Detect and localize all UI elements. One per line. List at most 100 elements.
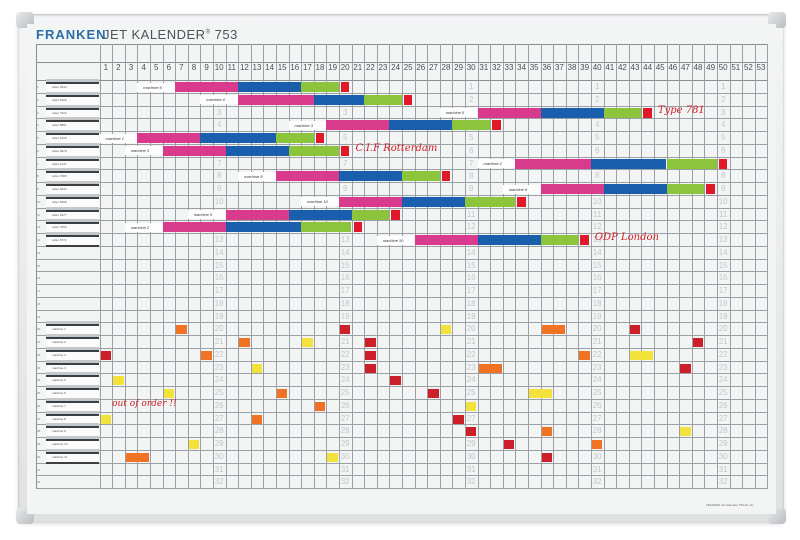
magnet-marker-orange[interactable] xyxy=(478,363,502,373)
magnet-marker-darkred[interactable] xyxy=(692,338,704,347)
magnet-marker-yellow[interactable] xyxy=(302,338,313,347)
magnet-marker-yellow[interactable] xyxy=(440,325,452,335)
magnet-marker-darkred[interactable] xyxy=(629,325,641,335)
phase-bar-green[interactable] xyxy=(452,120,491,131)
phase-bar-green[interactable] xyxy=(401,171,440,182)
phase-bar-blue[interactable] xyxy=(238,82,302,92)
phase-bar-blue[interactable] xyxy=(225,145,289,156)
phase-bar-pink[interactable] xyxy=(162,145,226,156)
deadline-marker[interactable] xyxy=(340,82,350,92)
deadline-marker[interactable] xyxy=(340,145,350,156)
magnet-marker-orange[interactable] xyxy=(579,350,590,360)
magnet-marker-orange[interactable] xyxy=(314,401,326,411)
phase-bar-pink[interactable] xyxy=(540,184,604,194)
machine-tag[interactable]: machine 2 xyxy=(124,222,163,232)
magnet-marker-yellow[interactable] xyxy=(528,389,553,398)
machine-tag[interactable]: machine 3 xyxy=(288,120,327,130)
magnet-marker-darkred[interactable] xyxy=(365,350,376,360)
phase-bar-pink[interactable] xyxy=(326,120,390,131)
phase-bar-pink[interactable] xyxy=(175,82,239,92)
magnet-marker-orange[interactable] xyxy=(176,325,187,335)
magnet-marker-yellow[interactable] xyxy=(327,452,338,462)
magnet-marker-darkred[interactable] xyxy=(503,440,515,449)
machine-tag[interactable]: machine 6 xyxy=(137,82,176,92)
magnet-marker-darkred[interactable] xyxy=(100,350,112,360)
phase-bar-pink[interactable] xyxy=(162,222,226,233)
phase-bar-green[interactable] xyxy=(666,184,705,194)
phase-bar-pink[interactable] xyxy=(238,94,314,105)
magnet-marker-yellow[interactable] xyxy=(113,376,124,386)
phase-bar-blue[interactable] xyxy=(313,94,365,105)
phase-bar-blue[interactable] xyxy=(401,196,465,207)
phase-bar-pink[interactable] xyxy=(225,209,289,220)
magnet-marker-darkred[interactable] xyxy=(541,452,553,462)
machine-tag[interactable]: machine 10 xyxy=(301,197,339,207)
magnet-marker-yellow[interactable] xyxy=(188,440,200,449)
phase-bar-pink[interactable] xyxy=(275,171,339,182)
machine-label-card[interactable]: machine 11 xyxy=(46,451,99,464)
deadline-marker[interactable] xyxy=(403,94,413,105)
phase-bar-green[interactable] xyxy=(603,107,642,118)
phase-bar-blue[interactable] xyxy=(603,184,667,194)
magnet-marker-darkred[interactable] xyxy=(365,338,376,347)
phase-bar-pink[interactable] xyxy=(477,107,541,118)
deadline-marker[interactable] xyxy=(492,120,501,131)
machine-tag[interactable]: machine 8 xyxy=(238,171,276,181)
deadline-marker[interactable] xyxy=(441,171,451,182)
magnet-marker-darkred[interactable] xyxy=(465,427,477,437)
phase-bar-blue[interactable] xyxy=(338,171,402,182)
machine-tag[interactable]: machine 10 xyxy=(376,235,415,245)
phase-bar-green[interactable] xyxy=(301,222,352,233)
phase-bar-blue[interactable] xyxy=(288,209,352,220)
magnet-marker-yellow[interactable] xyxy=(680,427,691,437)
magnet-marker-orange[interactable] xyxy=(541,325,565,335)
magnet-marker-yellow[interactable] xyxy=(251,363,263,373)
deadline-marker[interactable] xyxy=(580,235,589,245)
deadline-marker[interactable] xyxy=(391,209,400,220)
machine-tag[interactable]: machine 1 xyxy=(99,133,138,143)
magnet-marker-yellow[interactable] xyxy=(100,414,112,424)
phase-bar-blue[interactable] xyxy=(540,107,604,118)
deadline-marker[interactable] xyxy=(517,196,526,207)
magnet-marker-orange[interactable] xyxy=(125,452,149,462)
machine-tag[interactable]: machine 3 xyxy=(124,146,163,156)
phase-bar-green[interactable] xyxy=(288,145,339,156)
machine-tag[interactable]: machine 5 xyxy=(439,108,478,117)
machine-tag[interactable]: machine 2 xyxy=(477,159,516,168)
phase-bar-green[interactable] xyxy=(666,158,717,169)
magnet-marker-orange[interactable] xyxy=(251,414,263,424)
phase-bar-green[interactable] xyxy=(351,209,390,220)
magnet-marker-orange[interactable] xyxy=(201,350,212,360)
phase-bar-green[interactable] xyxy=(275,133,314,143)
machine-tag[interactable]: machine 4 xyxy=(200,95,239,105)
deadline-marker[interactable] xyxy=(353,222,363,233)
deadline-marker[interactable] xyxy=(643,107,652,118)
magnet-marker-darkred[interactable] xyxy=(390,376,401,386)
magnet-marker-yellow[interactable] xyxy=(465,401,477,411)
deadline-marker[interactable] xyxy=(706,184,715,194)
magnet-marker-darkred[interactable] xyxy=(680,363,691,373)
phase-bar-blue[interactable] xyxy=(477,235,541,245)
magnet-marker-yellow[interactable] xyxy=(629,350,653,360)
magnet-marker-darkred[interactable] xyxy=(453,414,464,424)
magnet-marker-orange[interactable] xyxy=(591,440,603,449)
phase-bar-green[interactable] xyxy=(301,82,339,92)
magnet-marker-darkred[interactable] xyxy=(428,389,439,398)
magnet-marker-yellow[interactable] xyxy=(163,389,175,398)
phase-bar-pink[interactable] xyxy=(515,158,591,169)
phase-bar-green[interactable] xyxy=(364,94,402,105)
phase-bar-pink[interactable] xyxy=(338,196,402,207)
order-label-card[interactable]: order 8772 xyxy=(46,235,99,247)
magnet-marker-orange[interactable] xyxy=(276,389,288,398)
phase-bar-blue[interactable] xyxy=(200,133,276,143)
magnet-marker-orange[interactable] xyxy=(541,427,553,437)
magnet-marker-darkred[interactable] xyxy=(339,325,351,335)
phase-bar-green[interactable] xyxy=(464,196,516,207)
machine-tag[interactable]: machine 5 xyxy=(187,210,226,219)
deadline-marker[interactable] xyxy=(718,158,728,169)
phase-bar-green[interactable] xyxy=(540,235,579,245)
magnet-marker-orange[interactable] xyxy=(239,338,250,347)
magnet-marker-darkred[interactable] xyxy=(365,363,376,373)
phase-bar-blue[interactable] xyxy=(389,120,453,131)
deadline-marker[interactable] xyxy=(315,133,325,143)
